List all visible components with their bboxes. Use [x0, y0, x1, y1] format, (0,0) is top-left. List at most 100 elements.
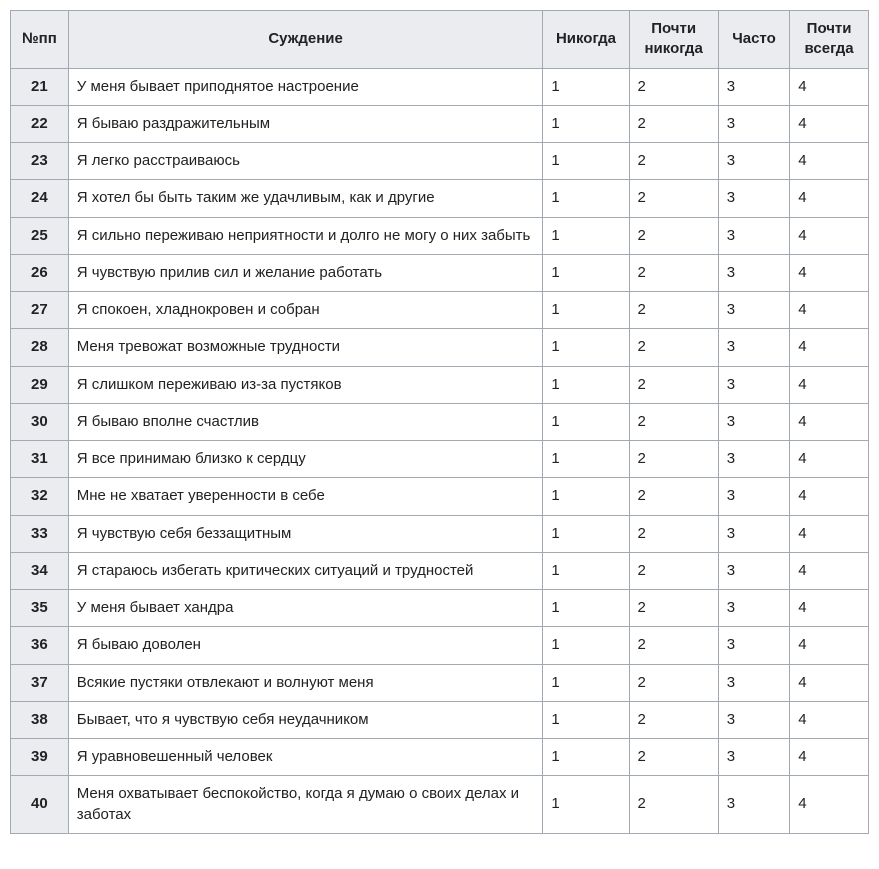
table-body: 21У меня бывает приподнятое настроение12… [11, 68, 869, 833]
row-value: 1 [543, 776, 629, 834]
table-row: 35У меня бывает хандра1234 [11, 590, 869, 627]
row-statement: Я стараюсь избегать критических ситуаций… [68, 552, 543, 589]
row-value: 2 [629, 143, 718, 180]
row-value: 3 [718, 515, 789, 552]
row-statement: Я слишком переживаю из-за пустяков [68, 366, 543, 403]
row-value: 2 [629, 664, 718, 701]
row-number: 25 [11, 217, 69, 254]
table-row: 32Мне не хватает уверенности в себе1234 [11, 478, 869, 515]
col-header-never: Никогда [543, 11, 629, 69]
row-number: 27 [11, 292, 69, 329]
row-statement: У меня бывает приподнятое настроение [68, 68, 543, 105]
row-value: 1 [543, 441, 629, 478]
row-number: 22 [11, 105, 69, 142]
row-value: 2 [629, 180, 718, 217]
row-value: 2 [629, 552, 718, 589]
row-value: 1 [543, 515, 629, 552]
table-row: 26Я чувствую прилив сил и желание работа… [11, 254, 869, 291]
row-value: 1 [543, 105, 629, 142]
row-value: 3 [718, 292, 789, 329]
row-number: 23 [11, 143, 69, 180]
row-value: 2 [629, 590, 718, 627]
table-row: 39Я уравновешенный человек1234 [11, 739, 869, 776]
row-value: 3 [718, 329, 789, 366]
row-value: 3 [718, 441, 789, 478]
row-value: 1 [543, 68, 629, 105]
row-value: 3 [718, 403, 789, 440]
col-header-statement: Суждение [68, 11, 543, 69]
row-value: 3 [718, 739, 789, 776]
row-statement: Я бываю вполне счастлив [68, 403, 543, 440]
table-row: 29Я слишком переживаю из-за пустяков1234 [11, 366, 869, 403]
row-value: 3 [718, 105, 789, 142]
row-value: 2 [629, 515, 718, 552]
table-row: 24Я хотел бы быть таким же удачливым, ка… [11, 180, 869, 217]
row-value: 3 [718, 590, 789, 627]
row-value: 1 [543, 292, 629, 329]
row-value: 1 [543, 329, 629, 366]
row-value: 2 [629, 739, 718, 776]
row-statement: Я спокоен, хладнокровен и собран [68, 292, 543, 329]
row-number: 26 [11, 254, 69, 291]
row-value: 4 [790, 478, 869, 515]
table-row: 28Меня тревожат возможные трудности1234 [11, 329, 869, 366]
row-number: 33 [11, 515, 69, 552]
row-value: 3 [718, 776, 789, 834]
row-number: 34 [11, 552, 69, 589]
row-value: 3 [718, 701, 789, 738]
row-value: 4 [790, 217, 869, 254]
table-row: 34Я стараюсь избегать критических ситуац… [11, 552, 869, 589]
row-number: 24 [11, 180, 69, 217]
row-value: 4 [790, 180, 869, 217]
row-value: 4 [790, 366, 869, 403]
row-value: 4 [790, 329, 869, 366]
row-value: 4 [790, 68, 869, 105]
table-row: 21У меня бывает приподнятое настроение12… [11, 68, 869, 105]
row-value: 3 [718, 68, 789, 105]
table-row: 27Я спокоен, хладнокровен и собран1234 [11, 292, 869, 329]
table-row: 33Я чувствую себя беззащитным1234 [11, 515, 869, 552]
row-value: 1 [543, 701, 629, 738]
row-value: 1 [543, 478, 629, 515]
table-row: 37Всякие пустяки отвлекают и волнуют мен… [11, 664, 869, 701]
row-statement: Я чувствую прилив сил и желание работать [68, 254, 543, 291]
row-value: 2 [629, 105, 718, 142]
row-value: 4 [790, 292, 869, 329]
row-value: 4 [790, 739, 869, 776]
row-value: 4 [790, 105, 869, 142]
row-number: 35 [11, 590, 69, 627]
row-value: 2 [629, 68, 718, 105]
table-row: 38Бывает, что я чувствую себя неудачнико… [11, 701, 869, 738]
row-value: 3 [718, 180, 789, 217]
row-number: 28 [11, 329, 69, 366]
row-value: 1 [543, 366, 629, 403]
row-value: 1 [543, 143, 629, 180]
row-number: 30 [11, 403, 69, 440]
row-value: 3 [718, 552, 789, 589]
row-number: 31 [11, 441, 69, 478]
row-statement: Меня тревожат возможные трудности [68, 329, 543, 366]
row-value: 2 [629, 292, 718, 329]
row-value: 2 [629, 701, 718, 738]
row-value: 1 [543, 627, 629, 664]
col-header-almost-always: Почти всегда [790, 11, 869, 69]
row-value: 1 [543, 254, 629, 291]
row-statement: У меня бывает хандра [68, 590, 543, 627]
row-value: 1 [543, 590, 629, 627]
row-statement: Я уравновешенный человек [68, 739, 543, 776]
row-value: 4 [790, 664, 869, 701]
row-statement: Я чувствую себя беззащитным [68, 515, 543, 552]
row-value: 3 [718, 664, 789, 701]
row-statement: Я бываю доволен [68, 627, 543, 664]
row-value: 1 [543, 403, 629, 440]
row-value: 3 [718, 478, 789, 515]
table-row: 30Я бываю вполне счастлив1234 [11, 403, 869, 440]
row-statement: Я все принимаю близко к сердцу [68, 441, 543, 478]
row-value: 2 [629, 329, 718, 366]
table-row: 23Я легко расстраиваюсь1234 [11, 143, 869, 180]
row-value: 4 [790, 441, 869, 478]
row-value: 4 [790, 590, 869, 627]
table-row: 25Я сильно переживаю неприятности и долг… [11, 217, 869, 254]
table-row: 31Я все принимаю близко к сердцу1234 [11, 441, 869, 478]
row-value: 3 [718, 366, 789, 403]
